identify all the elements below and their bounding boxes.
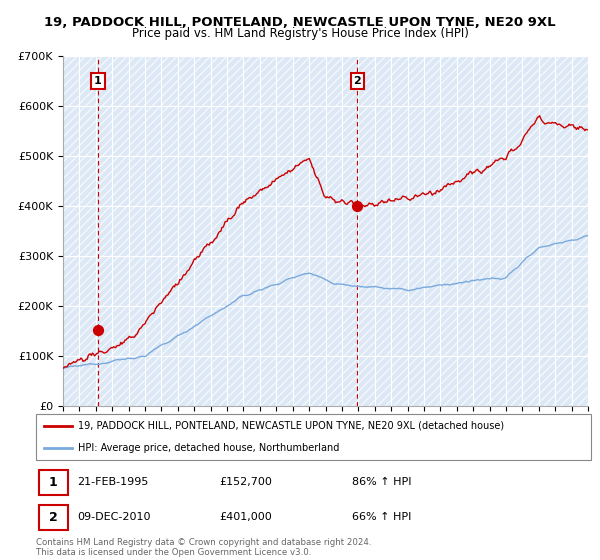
FancyBboxPatch shape — [36, 414, 591, 460]
Text: 19, PADDOCK HILL, PONTELAND, NEWCASTLE UPON TYNE, NE20 9XL: 19, PADDOCK HILL, PONTELAND, NEWCASTLE U… — [44, 16, 556, 29]
Text: Price paid vs. HM Land Registry's House Price Index (HPI): Price paid vs. HM Land Registry's House … — [131, 27, 469, 40]
Text: Contains HM Land Registry data © Crown copyright and database right 2024.
This d: Contains HM Land Registry data © Crown c… — [36, 538, 371, 557]
Text: 66% ↑ HPI: 66% ↑ HPI — [352, 512, 412, 522]
FancyBboxPatch shape — [39, 470, 68, 495]
Text: 09-DEC-2010: 09-DEC-2010 — [77, 512, 151, 522]
Text: HPI: Average price, detached house, Northumberland: HPI: Average price, detached house, Nort… — [77, 443, 339, 453]
Text: £152,700: £152,700 — [219, 477, 272, 487]
Text: 2: 2 — [49, 511, 58, 524]
Point — [352, 201, 362, 210]
Text: 1: 1 — [94, 76, 102, 86]
Text: 19, PADDOCK HILL, PONTELAND, NEWCASTLE UPON TYNE, NE20 9XL (detached house): 19, PADDOCK HILL, PONTELAND, NEWCASTLE U… — [77, 421, 504, 431]
Text: 86% ↑ HPI: 86% ↑ HPI — [352, 477, 412, 487]
Text: 1: 1 — [49, 476, 58, 489]
FancyBboxPatch shape — [39, 505, 68, 530]
Text: 2: 2 — [353, 76, 361, 86]
Text: 21-FEB-1995: 21-FEB-1995 — [77, 477, 149, 487]
Point — [93, 325, 103, 334]
Text: £401,000: £401,000 — [219, 512, 272, 522]
